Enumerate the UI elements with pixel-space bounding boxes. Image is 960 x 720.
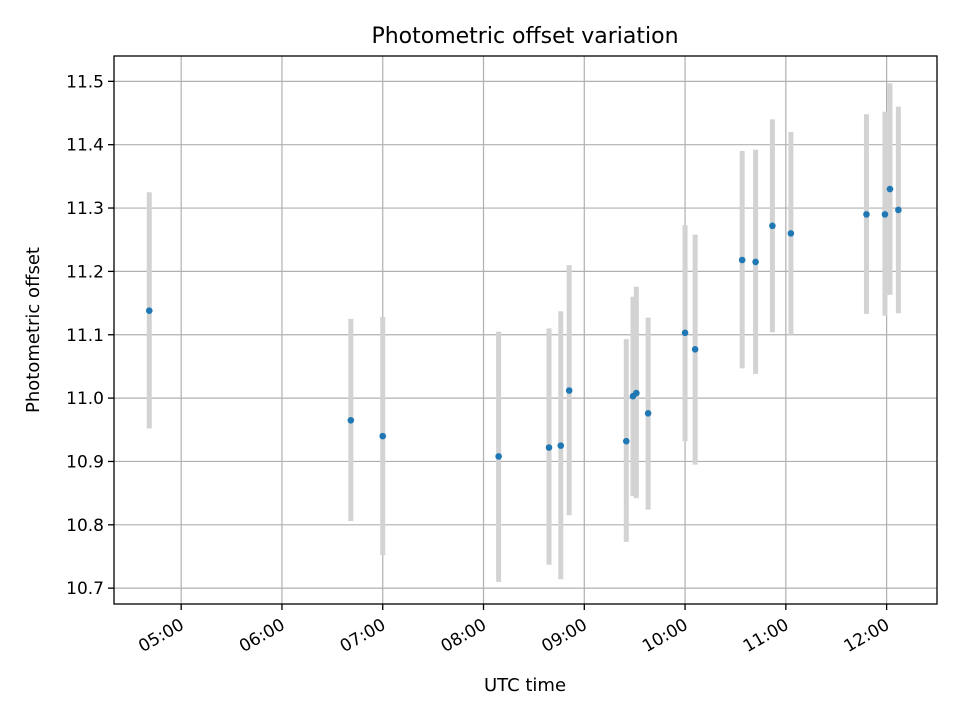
y-tick-label: 11.1 [66, 326, 104, 346]
y-tick-label: 11.2 [66, 262, 104, 282]
grid-lines [114, 56, 937, 604]
y-tick-label: 10.8 [66, 516, 104, 536]
x-tick-label: 11:00 [740, 615, 792, 657]
y-axis-label: Photometric offset [23, 247, 44, 413]
data-point [644, 410, 652, 417]
data-point [752, 258, 759, 266]
x-axis-label: UTC time [484, 675, 566, 696]
data-point [769, 222, 776, 230]
y-tick-label: 10.9 [66, 452, 104, 472]
x-tick-label: 06:00 [236, 615, 288, 657]
data-point [565, 387, 573, 394]
y-tick-label: 11.5 [66, 72, 104, 92]
data-point [633, 389, 640, 397]
data-point [545, 444, 553, 451]
x-tick-label: 08:00 [438, 615, 490, 657]
data-points [145, 185, 902, 460]
x-tick-label: 05:00 [135, 615, 187, 657]
data-point [881, 211, 889, 218]
x-tick-label: 12:00 [841, 615, 893, 657]
y-tick-label: 10.7 [66, 579, 104, 599]
x-tick-label: 09:00 [538, 615, 590, 657]
data-point [886, 185, 894, 193]
data-point [557, 442, 565, 449]
data-point [681, 329, 689, 337]
data-point [347, 416, 355, 424]
data-point [145, 307, 153, 314]
x-tick-label: 07:00 [337, 615, 389, 657]
data-point [691, 346, 699, 353]
x-tick-label: 10:00 [639, 615, 691, 657]
data-point [895, 206, 902, 214]
y-tick-label: 11.4 [66, 136, 104, 156]
data-point [738, 256, 746, 264]
data-point [622, 437, 630, 445]
y-tick-label: 11.0 [66, 389, 104, 409]
data-point [863, 211, 870, 218]
data-point [787, 230, 795, 237]
y-tick-label: 11.3 [66, 199, 104, 219]
data-point [495, 453, 502, 460]
data-point [379, 432, 387, 440]
axis-ticks: 05:00 06:00 07:00 08:00 09:00 10:00 11:00 12:00… [66, 72, 893, 656]
chart-title: Photometric offset variation [371, 24, 678, 49]
plot-frame [113, 55, 938, 605]
